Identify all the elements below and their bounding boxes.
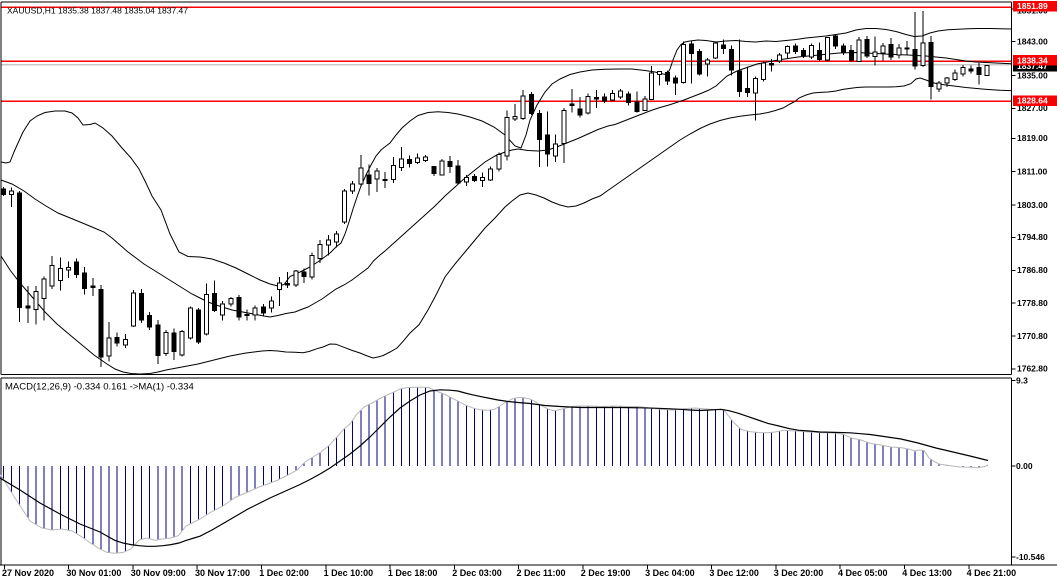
- svg-text:1786.80: 1786.80: [1017, 265, 1048, 275]
- svg-text:30 Nov 09:00: 30 Nov 09:00: [131, 568, 186, 578]
- svg-text:9.3: 9.3: [1016, 375, 1028, 385]
- svg-text:4 Dec 21:00: 4 Dec 21:00: [967, 568, 1017, 578]
- svg-text:1811.00: 1811.00: [1017, 167, 1048, 177]
- svg-text:30 Nov 01:00: 30 Nov 01:00: [66, 568, 121, 578]
- svg-text:1837.47: 1837.47: [1017, 61, 1048, 71]
- svg-text:1838.34: 1838.34: [1017, 55, 1048, 65]
- svg-text:1762.80: 1762.80: [1017, 364, 1048, 374]
- svg-text:3 Dec 20:00: 3 Dec 20:00: [774, 568, 824, 578]
- svg-text:XAUUSD,H1 1835.38 1837.48 183: XAUUSD,H1 1835.38 1837.48 1835.04 1837.4…: [7, 6, 188, 16]
- svg-text:1 Dec 18:00: 1 Dec 18:00: [388, 568, 438, 578]
- svg-text:1770.80: 1770.80: [1017, 331, 1048, 341]
- svg-text:0.00: 0.00: [1016, 461, 1033, 471]
- svg-text:1827.00: 1827.00: [1017, 103, 1048, 113]
- svg-text:1835.00: 1835.00: [1017, 71, 1048, 81]
- svg-text:3 Dec 04:00: 3 Dec 04:00: [645, 568, 695, 578]
- svg-text:1803.00: 1803.00: [1017, 200, 1048, 210]
- svg-text:1828.64: 1828.64: [1017, 96, 1048, 106]
- svg-text:2 Dec 11:00: 2 Dec 11:00: [517, 568, 566, 578]
- svg-text:1794.80: 1794.80: [1017, 232, 1048, 242]
- svg-text:27 Nov 2020: 27 Nov 2020: [2, 568, 54, 578]
- svg-text:3 Dec 12:00: 3 Dec 12:00: [709, 568, 759, 578]
- svg-text:2 Dec 19:00: 2 Dec 19:00: [581, 568, 631, 578]
- svg-text:4 Dec 05:00: 4 Dec 05:00: [838, 568, 888, 578]
- svg-text:1843.00: 1843.00: [1017, 36, 1048, 46]
- svg-text:1778.80: 1778.80: [1017, 298, 1048, 308]
- svg-text:1 Dec 02:00: 1 Dec 02:00: [259, 568, 309, 578]
- svg-text:4 Dec 13:00: 4 Dec 13:00: [902, 568, 952, 578]
- svg-text:MACD(12,26,9) -0.334 0.161 ->: MACD(12,26,9) -0.334 0.161 ->MA(1) -0.33…: [5, 382, 194, 393]
- svg-text:1819.00: 1819.00: [1017, 133, 1048, 143]
- svg-text:2 Dec 03:00: 2 Dec 03:00: [452, 568, 502, 578]
- svg-text:30 Nov 17:00: 30 Nov 17:00: [195, 568, 250, 578]
- svg-text:1851.89: 1851.89: [1017, 1, 1048, 11]
- svg-text:1 Dec 10:00: 1 Dec 10:00: [324, 568, 374, 578]
- svg-text:-10.546: -10.546: [1016, 552, 1045, 562]
